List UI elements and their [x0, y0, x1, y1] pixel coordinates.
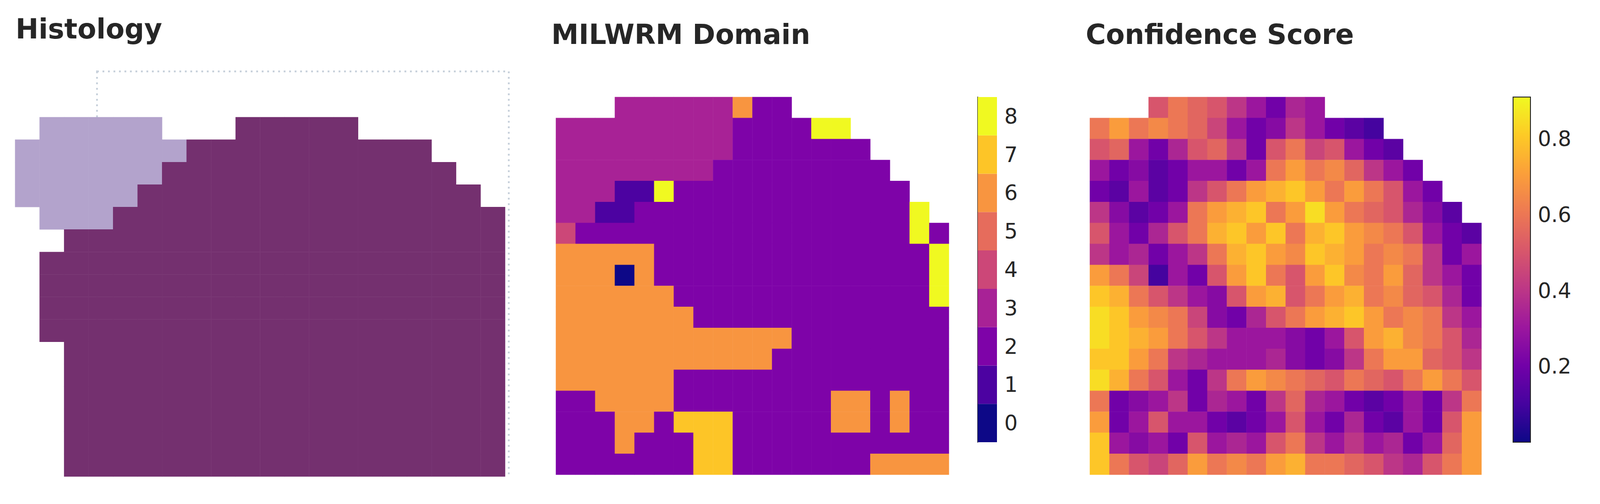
- svg-text:0.8: 0.8: [1537, 126, 1572, 151]
- svg-text:0.4: 0.4: [1537, 278, 1572, 303]
- svg-text:2: 2: [1004, 334, 1018, 359]
- svg-text:6: 6: [1004, 180, 1018, 205]
- svg-text:MILWRM Domain: MILWRM Domain: [551, 18, 811, 51]
- svg-text:8: 8: [1004, 103, 1018, 129]
- svg-text:7: 7: [1004, 142, 1018, 168]
- svg-text:Confidence Score: Confidence Score: [1085, 18, 1354, 51]
- svg-text:1: 1: [1004, 371, 1018, 397]
- svg-text:Histology: Histology: [15, 12, 162, 45]
- svg-text:0: 0: [1004, 410, 1018, 436]
- svg-text:4: 4: [1004, 257, 1018, 282]
- svg-text:3: 3: [1004, 295, 1018, 321]
- svg-text:0.6: 0.6: [1537, 202, 1572, 227]
- svg-text:5: 5: [1004, 218, 1018, 244]
- svg-text:0.2: 0.2: [1537, 353, 1572, 379]
